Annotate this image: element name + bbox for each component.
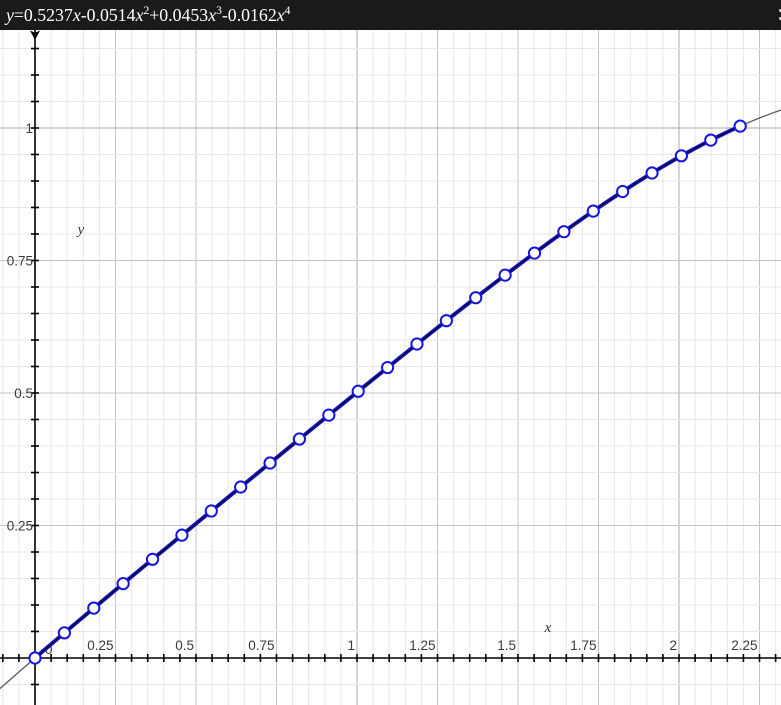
svg-text:0.25: 0.25 — [87, 638, 113, 653]
svg-text:y: y — [76, 222, 85, 238]
svg-text:0.25: 0.25 — [7, 519, 33, 534]
svg-text:2: 2 — [669, 638, 677, 653]
svg-text:x: x — [544, 620, 552, 636]
svg-text:1.75: 1.75 — [570, 638, 596, 653]
svg-text:0.5: 0.5 — [14, 386, 33, 401]
svg-text:0.5: 0.5 — [175, 638, 194, 653]
svg-text:1.5: 1.5 — [497, 638, 516, 653]
svg-text:0.75: 0.75 — [248, 638, 274, 653]
svg-text:1.25: 1.25 — [409, 638, 435, 653]
svg-text:0.75: 0.75 — [7, 254, 33, 269]
svg-text:2.25: 2.25 — [731, 638, 757, 653]
svg-text:1: 1 — [347, 638, 355, 653]
svg-text:1: 1 — [25, 121, 33, 136]
